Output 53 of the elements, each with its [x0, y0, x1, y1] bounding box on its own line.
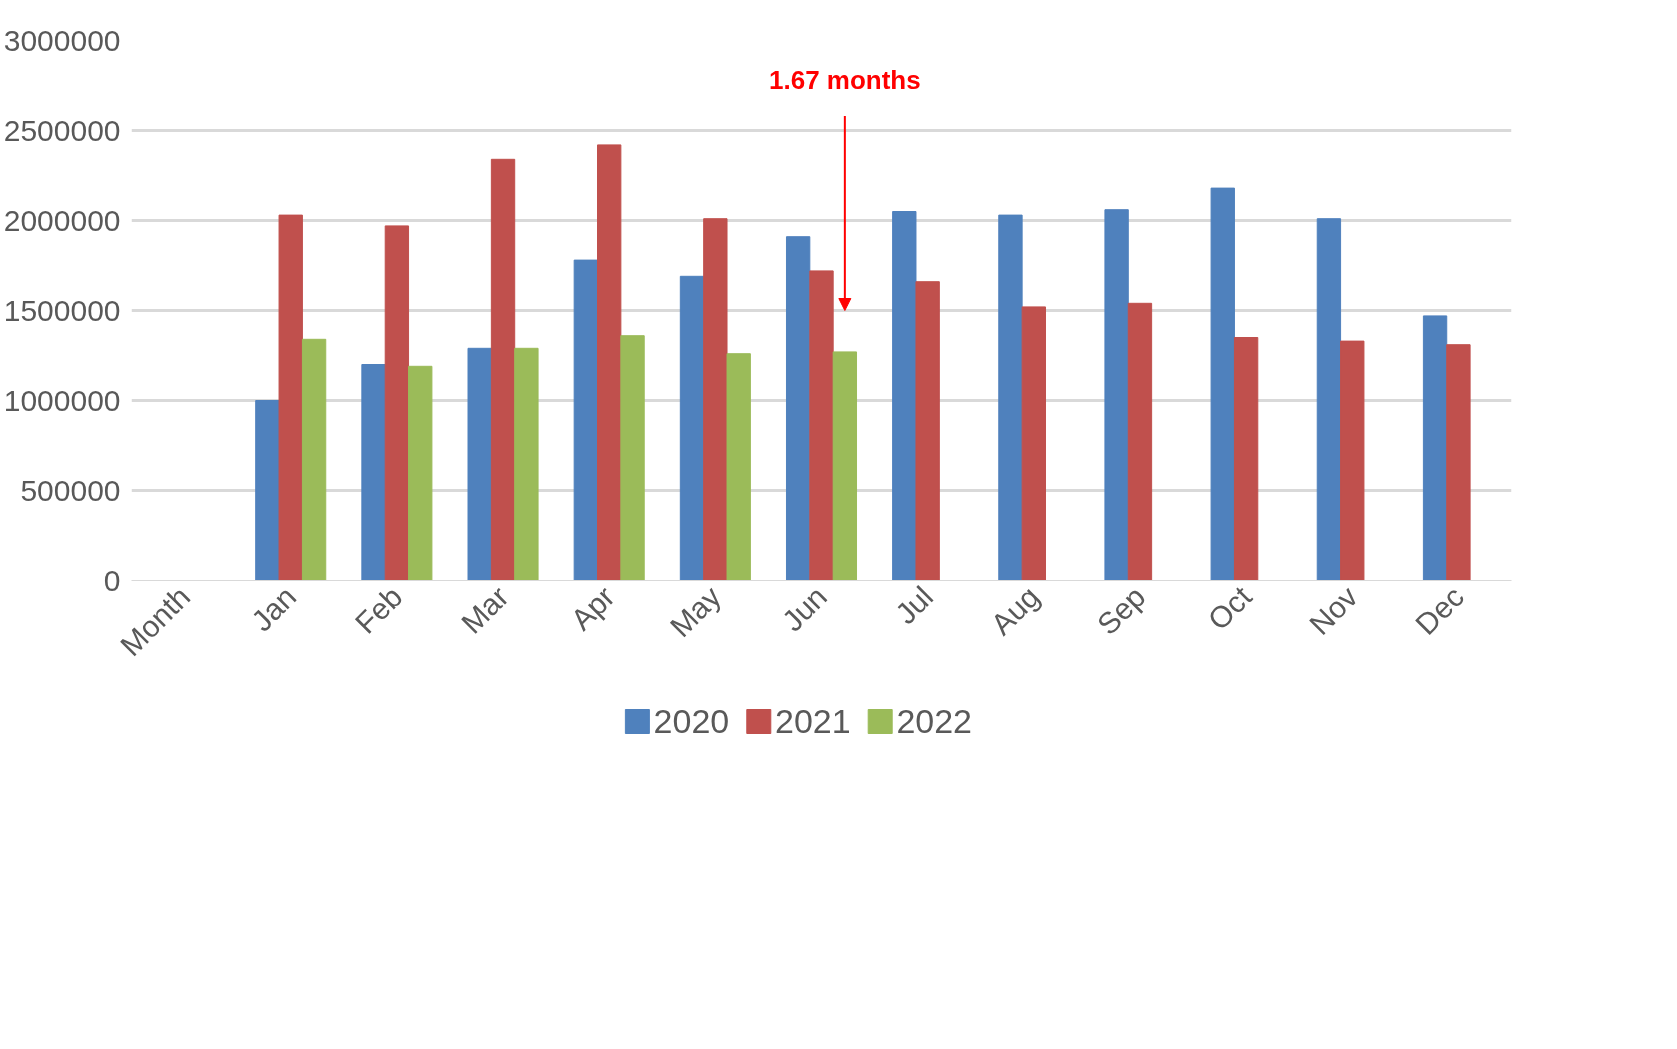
- bar: [514, 347, 539, 581]
- bar: [998, 214, 1023, 581]
- bar: [915, 281, 940, 581]
- bar: [832, 351, 858, 581]
- bar: [1127, 302, 1153, 581]
- bar: [809, 270, 834, 581]
- bar: [278, 214, 303, 581]
- x-tick-label: Sep: [1090, 579, 1152, 641]
- bar: [1340, 340, 1365, 581]
- x-tick-label: Jul: [888, 579, 940, 631]
- x-tick-label: Nov: [1302, 579, 1364, 641]
- y-tick-label: 0: [103, 563, 121, 597]
- bar: [1104, 209, 1129, 581]
- x-tick-label: Apr: [564, 579, 621, 637]
- bar: [892, 211, 917, 581]
- y-tick-label: 1000000: [3, 383, 121, 417]
- x-tick-label: Dec: [1409, 579, 1471, 641]
- bar: [1233, 337, 1259, 581]
- bar: [573, 259, 599, 581]
- bar: [1210, 187, 1235, 581]
- bar: [255, 400, 280, 581]
- annotation: 1.67 months: [769, 64, 921, 95]
- bar: [1316, 218, 1342, 581]
- legend-label: 2020: [653, 702, 730, 740]
- legend-label: 2022: [896, 702, 973, 740]
- bar: [1422, 315, 1448, 581]
- bar: [1021, 306, 1046, 581]
- bar: [408, 365, 433, 581]
- bar: [620, 335, 645, 581]
- x-tick-label: Jan: [244, 579, 303, 638]
- x-tick-label: Oct: [1201, 579, 1259, 637]
- x-tick-label: Mar: [454, 579, 515, 640]
- legend-label: 2021: [774, 702, 851, 740]
- bar: [679, 275, 705, 581]
- y-tick-label: 1500000: [3, 293, 121, 327]
- y-tick-label: 500000: [20, 473, 121, 507]
- x-tick-label: Feb: [348, 579, 409, 640]
- bar: [384, 225, 410, 581]
- bar: [703, 218, 728, 581]
- bar: [361, 364, 386, 581]
- bar: [490, 158, 516, 581]
- bar: [785, 236, 811, 581]
- x-tick-label: Jun: [775, 579, 834, 638]
- bar: [1446, 344, 1471, 581]
- bar: [467, 347, 492, 581]
- bar: [726, 353, 751, 581]
- y-tick-label: 2000000: [3, 203, 121, 237]
- x-tick-label: May: [663, 579, 728, 644]
- bar: [597, 144, 622, 581]
- bar: [301, 338, 327, 581]
- y-tick-label: 2500000: [3, 113, 121, 147]
- y-tick-label: 3000000: [3, 23, 121, 57]
- x-tick-label: Aug: [984, 579, 1046, 641]
